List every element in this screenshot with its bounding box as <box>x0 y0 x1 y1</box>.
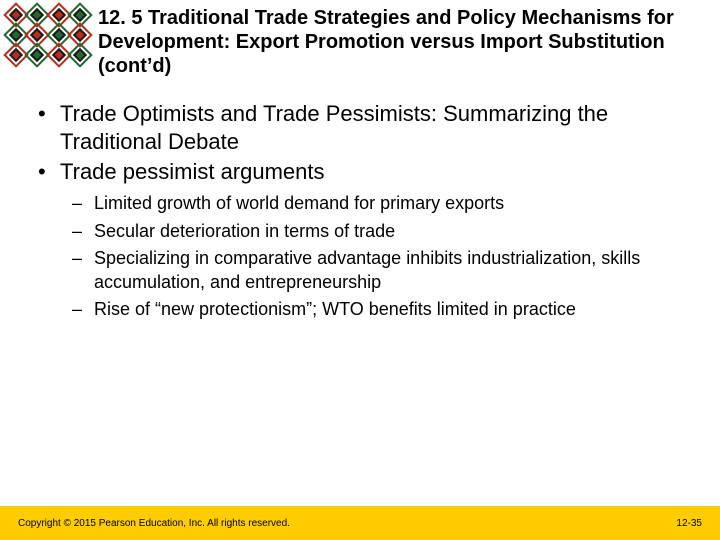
logo-diamond <box>71 26 91 44</box>
list-item: Rise of “new protectionism”; WTO benefit… <box>72 298 692 321</box>
slide-title: 12. 5 Traditional Trade Strategies and P… <box>98 4 710 78</box>
bullet-text: Limited growth of world demand for prima… <box>94 193 504 213</box>
bullet-list-level2: Limited growth of world demand for prima… <box>60 192 692 321</box>
list-item: Secular deterioration in terms of trade <box>72 220 692 243</box>
bullet-text: Trade pessimist arguments <box>60 159 325 184</box>
logo-diamond <box>28 26 48 44</box>
logo-diamond <box>6 46 26 64</box>
bullet-list-level1: Trade Optimists and Trade Pessimists: Su… <box>32 100 692 321</box>
list-item: Trade Optimists and Trade Pessimists: Su… <box>32 100 692 156</box>
bullet-text: Specializing in comparative advantage in… <box>94 248 640 291</box>
header: 12. 5 Traditional Trade Strategies and P… <box>0 0 720 78</box>
logo-diamond <box>28 46 48 64</box>
logo-diamond <box>28 6 48 24</box>
logo-diamond <box>71 46 91 64</box>
footer-bar: Copyright © 2015 Pearson Education, Inc.… <box>0 506 720 540</box>
bullet-text: Trade Optimists and Trade Pessimists: Su… <box>60 101 608 154</box>
slide-body: Trade Optimists and Trade Pessimists: Su… <box>0 78 720 540</box>
list-item: Specializing in comparative advantage in… <box>72 247 692 294</box>
logo-diamond <box>71 6 91 24</box>
logo-diamond <box>49 46 69 64</box>
bullet-text: Rise of “new protectionism”; WTO benefit… <box>94 299 576 319</box>
slide: 12. 5 Traditional Trade Strategies and P… <box>0 0 720 540</box>
list-item: Trade pessimist arguments Limited growth… <box>32 158 692 321</box>
copyright-text: Copyright © 2015 Pearson Education, Inc.… <box>18 518 290 529</box>
page-number: 12-35 <box>676 518 702 529</box>
list-item: Limited growth of world demand for prima… <box>72 192 692 215</box>
logo-icon <box>4 4 92 66</box>
bullet-text: Secular deterioration in terms of trade <box>94 221 395 241</box>
